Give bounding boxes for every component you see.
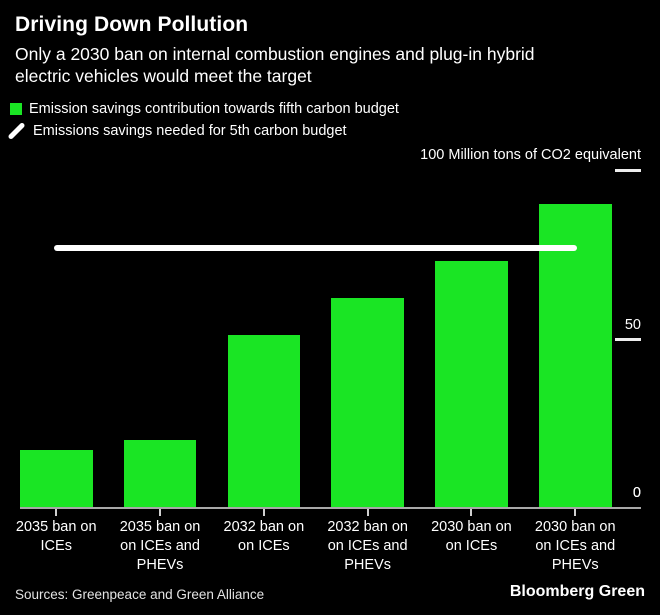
x-label-line: PHEVs	[136, 557, 184, 573]
bar-2	[123, 439, 197, 507]
x-tick-5	[470, 509, 473, 516]
y-tick-100	[615, 169, 641, 172]
legend-label: Emissions savings needed for 5th carbon …	[33, 123, 347, 139]
x-label-line: 2030 ban on	[534, 519, 616, 535]
bar-3	[227, 335, 301, 507]
x-label-line: 2035 ban on	[15, 519, 97, 535]
x-label-line: on ICEs and	[120, 538, 200, 554]
x-tick-3	[262, 509, 265, 516]
x-label-2: 2035 ban on on ICEs and PHEVs	[105, 518, 215, 575]
chart-title: Driving Down Pollution	[15, 13, 249, 36]
y-label-50: 50	[624, 316, 641, 333]
x-axis-baseline	[20, 507, 641, 509]
x-label-line: PHEVs	[344, 557, 392, 573]
x-label-6: 2030 ban on on ICEs and PHEVs	[520, 518, 630, 575]
legend-item-emission-savings: Emission savings contribution towards fi…	[10, 98, 399, 120]
legend: Emission savings contribution towards fi…	[8, 98, 399, 142]
x-label-line: 2032 ban on	[327, 519, 408, 535]
chart-subtitle-line-2: electric vehicles would meet the target	[15, 65, 312, 86]
brand-logo: Bloomberg Green	[509, 583, 645, 600]
y-tick-50	[615, 337, 641, 341]
bar-4	[331, 298, 404, 507]
axis-unit-label: 100 Million tons of CO2 equivalent	[420, 147, 641, 163]
x-tick-6	[574, 509, 577, 516]
x-label-5: 2030 ban on on ICEs	[416, 518, 526, 556]
chart-subtitle: Only a 2030 ban on internal combustion e…	[15, 44, 535, 87]
legend-item-target: Emissions savings needed for 5th carbon …	[8, 120, 399, 142]
chart-subtitle-line-1: Only a 2030 ban on internal combustion e…	[15, 44, 535, 64]
green-square-icon	[10, 103, 22, 115]
bar-6	[539, 203, 612, 507]
x-label-line: PHEVs	[551, 557, 599, 573]
bar-5	[435, 260, 508, 507]
x-label-1: 2035 ban on ICEs	[1, 518, 111, 556]
x-label-line: ICEs	[40, 538, 72, 554]
diagonal-line-icon	[8, 123, 26, 139]
y-label-0: 0	[632, 485, 641, 501]
x-label-line: on ICEs and	[535, 538, 616, 554]
legend-label: Emission savings contribution towards fi…	[29, 101, 399, 117]
x-label-3: 2032 ban on on ICEs	[209, 518, 319, 556]
x-label-line: 2035 ban on	[119, 519, 201, 535]
x-label-line: on ICEs and	[327, 538, 408, 554]
x-label-line: 2032 ban on	[223, 519, 305, 535]
x-label-line: 2030 ban on	[431, 519, 512, 535]
target-line	[54, 244, 577, 251]
x-label-line: on ICEs	[445, 538, 498, 554]
x-label-4: 2032 ban on on ICEs and PHEVs	[313, 518, 423, 575]
sources-note: Sources: Greenpeace and Green Alliance	[15, 587, 265, 602]
bar-1	[20, 449, 93, 507]
x-tick-4	[366, 509, 369, 516]
x-tick-1	[55, 509, 58, 516]
x-tick-2	[159, 509, 162, 516]
x-label-line: on ICEs	[238, 538, 290, 554]
y-label-0: 0	[632, 485, 641, 501]
